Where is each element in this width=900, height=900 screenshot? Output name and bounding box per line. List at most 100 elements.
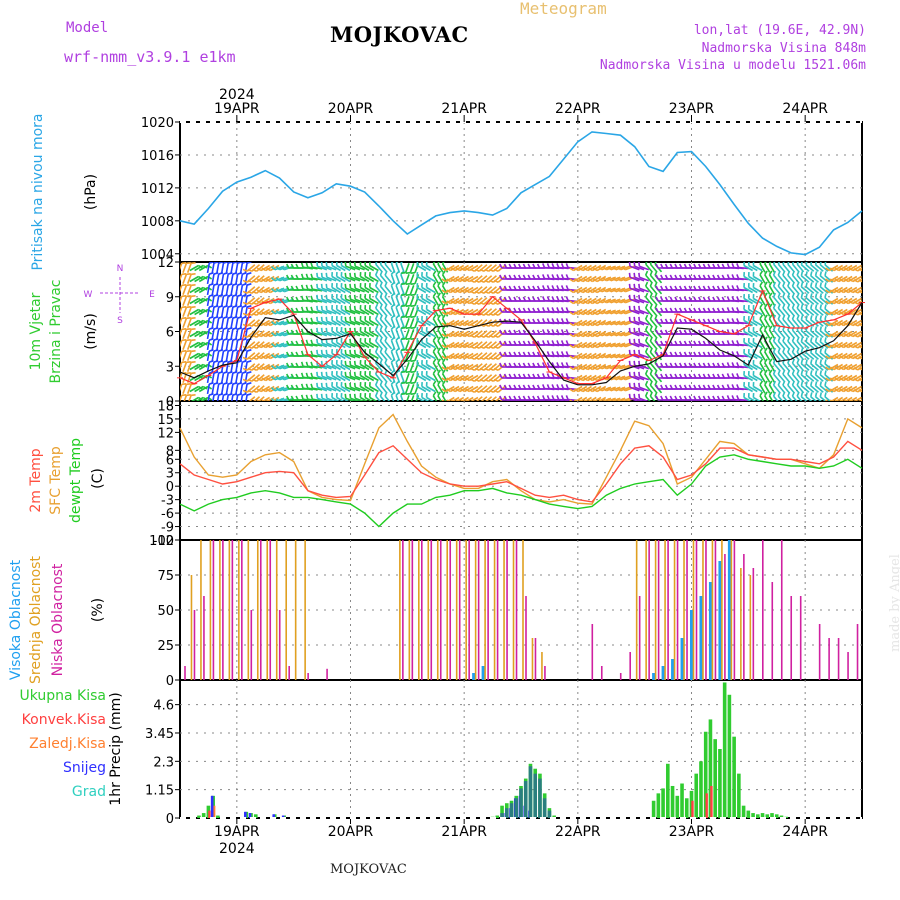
wind-barb [331,293,342,305]
wind-barb-shaft [180,362,183,372]
wind-barb-shaft [321,353,332,359]
wind-barb-shaft [441,351,449,361]
wind-barb-flag [275,343,281,348]
wind-barb [180,283,187,295]
wind-barb-flag [736,296,740,301]
wind-barb [484,396,497,401]
wind-barb-shaft [274,265,285,271]
wind-barb [421,359,431,371]
wind-barb [432,303,439,317]
wind-barb-flag [335,293,338,299]
wind-barb-flag [460,344,466,349]
wind-barb-flag [285,340,290,346]
wind-barb-flag [465,267,470,272]
wind-barb-flag [410,315,416,319]
wind-barb-shaft [260,385,271,393]
wind-barb [364,337,375,349]
wind-barb-shaft [235,350,239,362]
wind-barb-flag [560,340,565,345]
wind-barb-shaft [182,329,188,339]
wind-barb [421,326,431,338]
wind-barb [310,317,323,325]
wind-barb-shaft [182,384,188,394]
wind-barb-flag [441,377,447,382]
wind-barb [305,383,318,391]
wind-barb-shaft [340,286,351,294]
wind-barb-flag [349,305,352,311]
wind-barb-flag [390,262,396,264]
wind-barb-flag [242,290,248,294]
wind-barb-flag [331,315,334,321]
wind-barb [266,319,280,327]
wind-barb [384,380,393,394]
wind-barb-flag [565,307,569,312]
wind-barb [340,293,351,305]
wind-barb-flag [628,272,631,278]
wind-barb-shaft [265,396,275,401]
wind-barb-flag [628,338,631,344]
wind-barb [261,374,275,382]
wind-barb-flag [416,381,419,387]
wind-barb-flag [344,360,347,366]
wind-barb-flag [450,399,456,401]
wind-barb-shaft [274,364,285,370]
wind-barb [344,283,356,293]
wind-barb-flag [441,380,446,386]
wind-barb-shaft [230,383,234,395]
wind-barb-flag [295,329,299,335]
wind-barb-flag [252,356,257,360]
wind-barb-flag [310,361,314,367]
wind-barb-flag [290,351,295,357]
wind-barb-shaft [369,385,379,393]
wind-tick-label: 9 [166,291,174,306]
wind-barb-shaft [426,308,436,316]
wind-barb-shaft [260,264,271,272]
wind-barb-flag [395,380,400,385]
wind-barb-flag [256,355,262,360]
wind-barb [493,330,507,338]
wind-barb-shaft [449,275,460,283]
wind-barb [441,358,449,372]
wind-barb [405,384,415,396]
wind-barb-flag [374,314,379,320]
wind-barb-shaft [194,330,204,338]
wind-barb-shaft [426,275,436,283]
wind-barb-flag [416,304,419,310]
wind-barb-flag [425,326,428,332]
wind-barb [432,380,439,394]
wind-barb-flag [441,391,446,397]
wind-barb [305,339,318,347]
wind-barb-flag [285,395,290,401]
wind-barb-flag [655,351,659,357]
wind-barb-flag [379,380,383,386]
wind-barb-flag [191,338,196,342]
wind-barb [256,363,271,371]
wind-barb [379,270,388,284]
wind-barb-flag [556,285,560,290]
bottom-day-label: 24APR [782,824,828,840]
wind-barb-shaft [354,287,365,293]
wind-barb-flag [410,326,416,330]
wind-barb-flag [364,370,367,376]
wind-barb [252,275,265,283]
wind-barb-shaft [216,273,220,285]
wind-barb [261,264,275,272]
wind-barb-flag [395,336,400,341]
wind-barb [446,319,460,327]
wind-barb-flag [390,358,396,363]
wind-barb [261,363,275,371]
wind-barb-flag [252,378,257,382]
wind-barb-flag [364,271,367,277]
wind-barb-shaft [269,396,280,401]
wind-barb-shaft [354,265,365,271]
wind-barb-flag [726,296,730,301]
wind-barb-shaft [421,341,431,349]
wind-barb-flag [644,347,649,353]
wind-barb [335,304,346,316]
wind-barb-flag [295,274,299,280]
wind-barb-flag [484,323,490,327]
wind-barb [271,276,285,282]
wind-barb-flag [654,347,658,353]
wind-barb-flag [395,347,400,352]
wind-barb-flag [446,311,451,316]
